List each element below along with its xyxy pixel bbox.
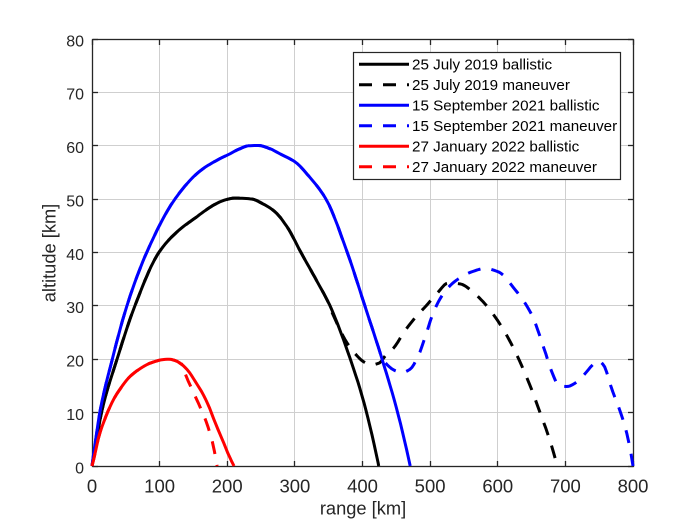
svg-text:25 July 2019 maneuver: 25 July 2019 maneuver [412, 77, 570, 94]
svg-text:30: 30 [66, 300, 84, 317]
svg-text:60: 60 [66, 140, 84, 157]
svg-text:altitude [km]: altitude [km] [38, 204, 59, 303]
svg-text:100: 100 [144, 475, 175, 496]
svg-text:400: 400 [347, 475, 378, 496]
svg-text:15 September 2021 maneuver: 15 September 2021 maneuver [412, 118, 617, 135]
svg-text:0: 0 [87, 475, 97, 496]
svg-text:0: 0 [75, 460, 84, 477]
svg-text:27 January 2022 ballistic: 27 January 2022 ballistic [412, 139, 580, 156]
svg-text:800: 800 [618, 475, 649, 496]
svg-text:70: 70 [66, 87, 84, 104]
svg-text:500: 500 [415, 475, 446, 496]
svg-text:15 September 2021 ballistic: 15 September 2021 ballistic [412, 98, 600, 115]
svg-text:10: 10 [66, 407, 84, 424]
svg-text:40: 40 [66, 247, 84, 264]
svg-text:700: 700 [550, 475, 581, 496]
svg-text:50: 50 [66, 193, 84, 210]
svg-text:200: 200 [212, 475, 243, 496]
svg-text:range [km]: range [km] [320, 498, 406, 519]
svg-text:27 January 2022 maneuver: 27 January 2022 maneuver [412, 159, 597, 176]
svg-text:600: 600 [482, 475, 513, 496]
svg-text:80: 80 [66, 33, 84, 50]
svg-text:20: 20 [66, 354, 84, 371]
svg-text:300: 300 [279, 475, 310, 496]
svg-text:25 July 2019 ballistic: 25 July 2019 ballistic [412, 57, 553, 74]
